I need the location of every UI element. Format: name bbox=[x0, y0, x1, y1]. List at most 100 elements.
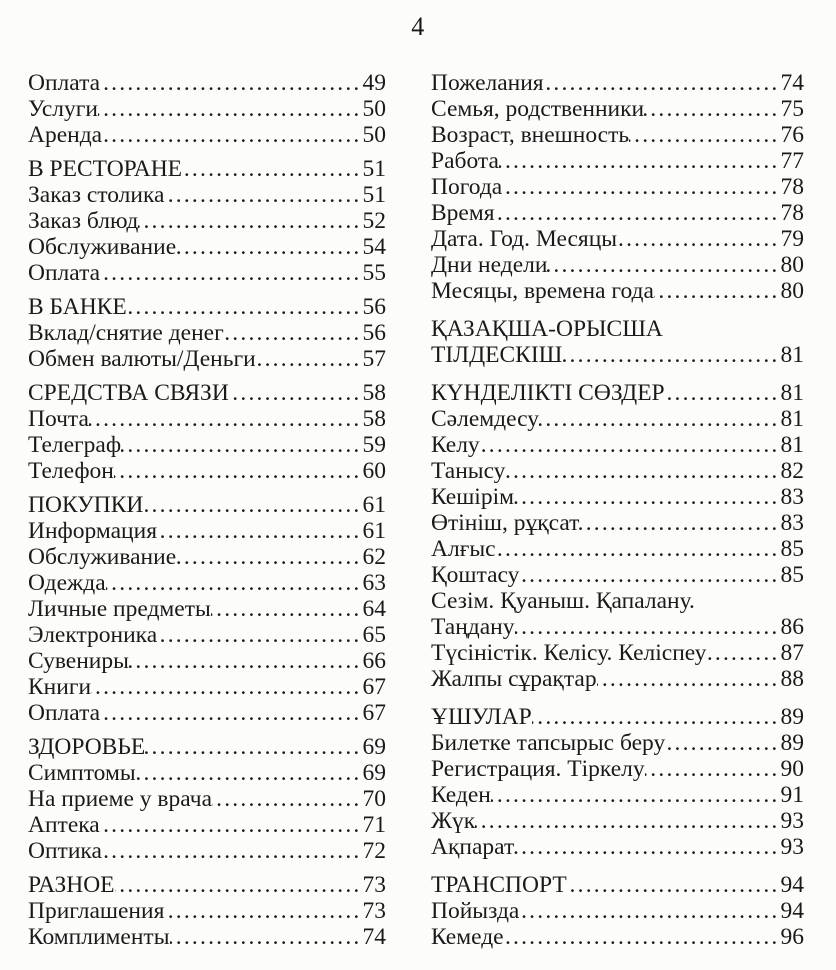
dot-leader: ........................................… bbox=[157, 518, 362, 544]
toc-entry-row: Телеграф................................… bbox=[28, 432, 386, 458]
dot-leader: ........................................… bbox=[513, 484, 780, 510]
toc-entry-row: Личные предметы.........................… bbox=[28, 596, 386, 622]
toc-heading-row: ҰШУЛАР..................................… bbox=[431, 704, 804, 730]
page-ref: 62 bbox=[362, 544, 387, 570]
page-ref: 63 bbox=[362, 570, 387, 596]
page-ref: 73 bbox=[362, 898, 387, 924]
toc-entry-row: Келу....................................… bbox=[431, 432, 804, 458]
page-ref: 52 bbox=[362, 208, 387, 234]
entry-label: Оплата bbox=[28, 700, 101, 726]
toc-entry-row: Обслуживание............................… bbox=[28, 234, 386, 260]
entry-label: Книги bbox=[28, 674, 92, 700]
entry-label: В РЕСТОРАНЕ bbox=[28, 156, 183, 182]
page-ref: 74 bbox=[362, 924, 387, 950]
toc-entry-row: Түсіністік. Келісу. Келіспеу............… bbox=[431, 640, 804, 666]
page-ref: 81 bbox=[780, 380, 805, 406]
dot-leader: ........................................… bbox=[176, 544, 362, 570]
toc-entry-row: Сезім. Қуаныш. Қапалану. bbox=[431, 588, 804, 614]
dot-leader: ........................................… bbox=[502, 174, 780, 200]
toc-entry-row: Услуги..................................… bbox=[28, 96, 386, 122]
page-ref: 86 bbox=[780, 614, 805, 640]
toc-entry-row: Сәлемдесу...............................… bbox=[431, 406, 804, 432]
entry-label: Регистрация. Тіркелу bbox=[431, 756, 645, 782]
dot-leader: ........................................… bbox=[127, 294, 362, 320]
entry-label: ЗДОРОВЬЕ bbox=[28, 734, 146, 760]
page-ref: 66 bbox=[362, 648, 387, 674]
toc-heading-row: КҮНДЕЛІКТІ СӨЗДЕР.......................… bbox=[431, 380, 804, 406]
page-ref: 76 bbox=[780, 122, 805, 148]
entry-label: Түсіністік. Келісу. Келіспеу bbox=[431, 640, 707, 666]
toc-entry-row: Погода..................................… bbox=[431, 174, 804, 200]
toc-entry-row: Симптомы................................… bbox=[28, 760, 386, 786]
page-ref: 64 bbox=[362, 596, 387, 622]
dot-leader: ........................................… bbox=[145, 734, 362, 760]
page-ref: 72 bbox=[362, 838, 387, 864]
entry-label: ҚАЗАҚША-ОРЫСША bbox=[431, 316, 663, 342]
page-ref: 94 bbox=[780, 898, 805, 924]
toc-entry-row: Оплата..................................… bbox=[28, 700, 386, 726]
entry-label: Аптека bbox=[28, 812, 100, 838]
dot-leader: ........................................… bbox=[91, 674, 362, 700]
entry-label: ҰШУЛАР bbox=[431, 704, 532, 730]
page-ref: 58 bbox=[362, 380, 387, 406]
dot-leader: ........................................… bbox=[532, 704, 780, 730]
page-ref: 85 bbox=[780, 562, 805, 588]
page-ref: 91 bbox=[780, 782, 805, 808]
toc-entry-row: Пойызда.................................… bbox=[431, 898, 804, 924]
page-ref: 70 bbox=[362, 786, 387, 812]
entry-label: Кемеде bbox=[431, 924, 504, 950]
entry-label: Дни недели bbox=[431, 252, 548, 278]
dot-leader: ........................................… bbox=[105, 570, 362, 596]
toc-entry-row: Кешірім.................................… bbox=[431, 484, 804, 510]
entry-label: ТІЛДЕСКІШ bbox=[431, 342, 563, 368]
entry-label: Заказ блюд bbox=[28, 208, 139, 234]
dot-leader: ........................................… bbox=[211, 596, 362, 622]
page-ref: 81 bbox=[780, 342, 805, 368]
toc-entry-row: Обмен валюты/Деньги.....................… bbox=[28, 346, 386, 372]
dot-leader: ........................................… bbox=[99, 812, 362, 838]
entry-label: Работа bbox=[431, 148, 499, 174]
page-ref: 71 bbox=[362, 812, 387, 838]
dot-leader: ........................................… bbox=[706, 640, 780, 666]
entry-label: Билетке тапсырыс беру bbox=[431, 730, 666, 756]
toc-entry-row: Электроника.............................… bbox=[28, 622, 386, 648]
page-ref: 81 bbox=[780, 432, 805, 458]
dot-leader: ........................................… bbox=[665, 380, 780, 406]
toc-entry-row: Билетке тапсырыс беру...................… bbox=[431, 730, 804, 756]
page-ref: 50 bbox=[362, 96, 387, 122]
page-ref: 87 bbox=[780, 640, 805, 666]
page-ref: 67 bbox=[362, 674, 387, 700]
toc-heading-row: В БАНКЕ.................................… bbox=[28, 294, 386, 320]
entry-label: Жүк bbox=[431, 808, 476, 834]
page-ref: 56 bbox=[362, 320, 387, 346]
toc-entry-row: Жүк.....................................… bbox=[431, 808, 804, 834]
page-ref: 60 bbox=[362, 458, 387, 484]
dot-leader: ........................................… bbox=[164, 898, 362, 924]
dot-leader: ........................................… bbox=[121, 432, 362, 458]
toc-entry-row: Приглашения.............................… bbox=[28, 898, 386, 924]
toc-heading-row: В РЕСТОРАНЕ.............................… bbox=[28, 156, 386, 182]
entry-label: Сувениры bbox=[28, 648, 129, 674]
toc-entry-row: Книги...................................… bbox=[28, 674, 386, 700]
page-ref: 58 bbox=[362, 406, 387, 432]
entry-label: РАЗНОЕ bbox=[28, 872, 115, 898]
page-ref: 96 bbox=[780, 924, 805, 950]
toc-heading-row: ҚАЗАҚША-ОРЫСША bbox=[431, 316, 804, 342]
dot-leader: ........................................… bbox=[665, 730, 780, 756]
toc-right-column: Пожелания...............................… bbox=[431, 70, 804, 950]
page-ref: 78 bbox=[780, 200, 805, 226]
page-ref: 73 bbox=[362, 872, 387, 898]
toc-entry-row: Возраст, внешность......................… bbox=[431, 122, 804, 148]
toc-entry-row: Семья, родственники.....................… bbox=[431, 96, 804, 122]
entry-label: Алғыс bbox=[431, 536, 496, 562]
dot-leader: ........................................… bbox=[491, 782, 780, 808]
entry-label: Аренда bbox=[28, 122, 103, 148]
entry-label: Симптомы bbox=[28, 760, 136, 786]
entry-label: Пойызда bbox=[431, 898, 520, 924]
page-ref: 79 bbox=[780, 226, 805, 252]
toc-entry-row: Комплименты.............................… bbox=[28, 924, 386, 950]
dot-leader: ........................................… bbox=[228, 380, 362, 406]
toc-entry-row: Жалпы сұрақтар..........................… bbox=[431, 666, 804, 692]
page-ref: 83 bbox=[780, 484, 805, 510]
toc-entry-row: Оплата..................................… bbox=[28, 260, 386, 286]
